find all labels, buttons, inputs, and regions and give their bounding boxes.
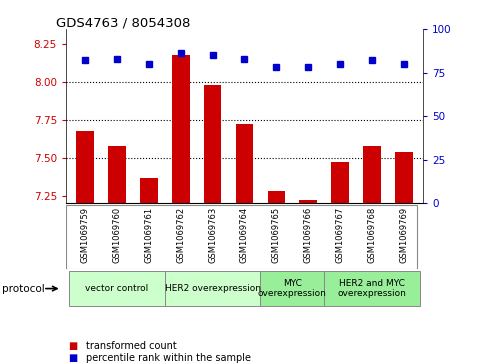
Text: ■: ■ bbox=[68, 352, 78, 363]
Bar bbox=[235, 125, 253, 203]
Text: HER2 and MYC
overexpression: HER2 and MYC overexpression bbox=[337, 279, 406, 298]
Text: transformed count: transformed count bbox=[85, 340, 176, 351]
Bar bbox=[76, 131, 94, 203]
Bar bbox=[140, 178, 157, 203]
Bar bbox=[299, 200, 316, 203]
FancyBboxPatch shape bbox=[324, 271, 419, 306]
Text: vector control: vector control bbox=[85, 284, 148, 293]
Text: GSM1069764: GSM1069764 bbox=[240, 207, 248, 263]
Text: ■: ■ bbox=[68, 340, 78, 351]
Text: GSM1069765: GSM1069765 bbox=[271, 207, 280, 263]
Text: GSM1069759: GSM1069759 bbox=[81, 207, 89, 263]
Bar bbox=[108, 146, 125, 203]
Bar bbox=[363, 146, 380, 203]
Bar bbox=[203, 85, 221, 203]
Text: GSM1069768: GSM1069768 bbox=[367, 207, 376, 263]
Bar bbox=[267, 191, 285, 203]
Bar bbox=[394, 152, 412, 203]
FancyBboxPatch shape bbox=[260, 271, 324, 306]
Text: GSM1069760: GSM1069760 bbox=[112, 207, 121, 263]
Text: MYC
overexpression: MYC overexpression bbox=[257, 279, 326, 298]
FancyBboxPatch shape bbox=[69, 271, 164, 306]
Text: HER2 overexpression: HER2 overexpression bbox=[164, 284, 260, 293]
Bar bbox=[331, 162, 348, 203]
Text: GSM1069767: GSM1069767 bbox=[335, 207, 344, 263]
Text: GSM1069762: GSM1069762 bbox=[176, 207, 185, 263]
FancyBboxPatch shape bbox=[164, 271, 260, 306]
Text: GSM1069766: GSM1069766 bbox=[303, 207, 312, 263]
Text: GDS4763 / 8054308: GDS4763 / 8054308 bbox=[56, 16, 190, 29]
Text: GSM1069769: GSM1069769 bbox=[399, 207, 407, 263]
Text: GSM1069763: GSM1069763 bbox=[208, 207, 217, 263]
Text: protocol: protocol bbox=[2, 284, 45, 294]
Bar bbox=[172, 55, 189, 203]
Text: GSM1069761: GSM1069761 bbox=[144, 207, 153, 263]
Text: percentile rank within the sample: percentile rank within the sample bbox=[85, 352, 250, 363]
